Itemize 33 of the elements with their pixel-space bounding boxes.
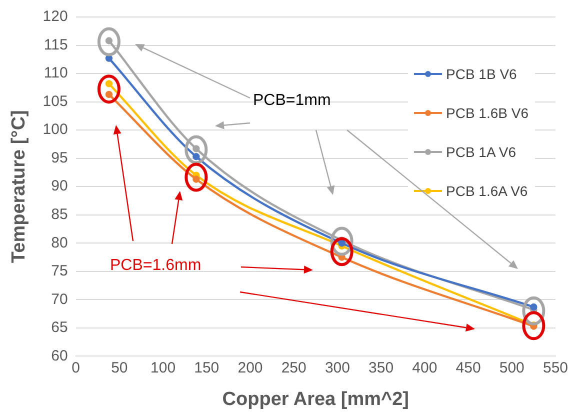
- y-tick-label: 65: [51, 319, 68, 336]
- legend-label: PCB 1B V6: [446, 66, 517, 82]
- x-tick-label: 100: [150, 359, 176, 376]
- x-tick-label: 200: [238, 359, 263, 376]
- x-tick-label: 250: [281, 359, 306, 376]
- y-tick-label: 95: [51, 149, 68, 166]
- y-tick-label: 60: [51, 347, 68, 364]
- y-axis-title: Temperature [°C]: [8, 110, 30, 264]
- y-tick-label: 100: [42, 121, 68, 138]
- annotation: PCB=1mm: [253, 92, 331, 110]
- x-tick-label: 0: [72, 359, 80, 376]
- legend-label: PCB 1.6B V6: [446, 104, 528, 120]
- x-tick-label: 300: [324, 359, 350, 376]
- y-tick-label: 105: [42, 92, 68, 110]
- y-tick-label: 85: [51, 206, 68, 224]
- x-tick-label: 500: [499, 359, 524, 376]
- y-tick-label: 90: [51, 178, 68, 195]
- y-tick-label: 80: [51, 234, 68, 252]
- y-tick-label: 110: [44, 64, 68, 82]
- x-tick-label: 150: [194, 359, 220, 376]
- x-tick-label: 450: [456, 359, 481, 376]
- y-tick-label: 120: [42, 8, 68, 26]
- y-tick-label: 75: [51, 262, 68, 280]
- x-tick-label: 400: [412, 359, 438, 376]
- y-tick-label: 70: [51, 290, 68, 308]
- x-tick-label: 550: [542, 359, 568, 376]
- x-axis-title: Copper Area [mm^2]: [222, 388, 410, 410]
- legend-label: PCB 1A V6: [446, 144, 516, 160]
- y-tick-label: 115: [44, 36, 68, 54]
- annotation: PCB=1.6mm: [110, 257, 202, 275]
- x-tick-label: 350: [368, 359, 394, 376]
- x-tick-label: 50: [111, 359, 128, 376]
- legend-label: PCB 1.6A V6: [446, 182, 528, 198]
